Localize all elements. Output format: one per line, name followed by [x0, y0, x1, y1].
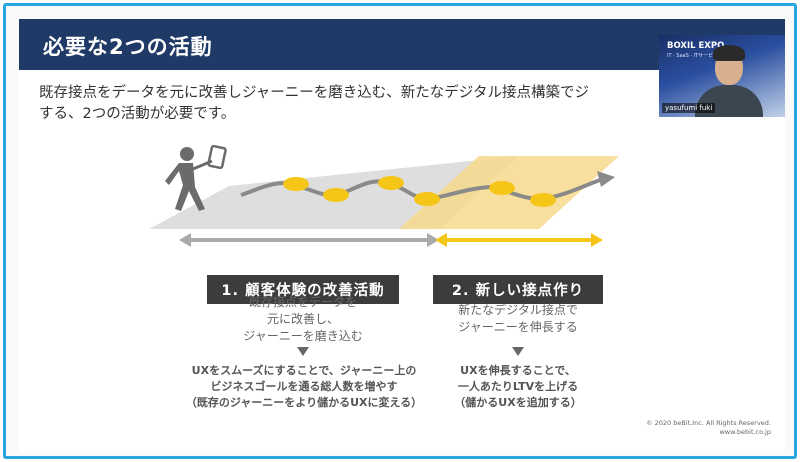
copyright-text: © 2020 beBit,Inc. All Rights Reserved. — [646, 419, 771, 427]
activity-2-desc-line: ジャーニーを伸長する — [458, 320, 578, 334]
activity-1-desc-line: 元に改善し、 — [266, 312, 339, 326]
presenter-name: yasufumi fuki — [662, 103, 716, 113]
activity-1-result-line: ビジネスゴールを通る総人数を増やす — [210, 380, 398, 393]
down-triangle-icon — [512, 347, 524, 356]
span-arrow-new — [435, 233, 603, 247]
activity-2-result-line: UXを伸長することで、 — [460, 364, 576, 377]
activity-1-result-line: UXをスムーズにすることで、ジャーニー上の — [191, 364, 417, 377]
slide-title: 必要な2つの活動 — [43, 35, 213, 59]
intro-line-2: する、2つの活動が必要です。 — [39, 106, 236, 122]
activity-1-desc-line: 既存接点をデータを — [248, 295, 357, 309]
activity-1-description: 既存接点をデータを 元に改善し、 ジャーニーを磨き込む — [207, 294, 399, 345]
activity-1-desc-line: ジャーニーを磨き込む — [243, 329, 363, 343]
slide-intro: 既存接点をデータを元に改善しジャーニーを磨き込む、新たなデジタル接点構築でジ す… — [39, 83, 659, 125]
company-url: www.bebit.co.jp — [719, 428, 771, 436]
activity-2-result-line: 一人あたりLTVを上げる — [457, 380, 579, 393]
activity-1-result-line: （既存のジャーニーをより儲かるUXに変える） — [185, 396, 423, 409]
intro-line-1: 既存接点をデータを元に改善しジャーニーを磨き込む、新たなデジタル接点構築でジ — [39, 85, 589, 101]
presenter-video: BOXIL EXPO IT · SaaS · ITサービス yasufumi f… — [659, 35, 785, 117]
presentation-slide: 必要な2つの活動 既存接点をデータを元に改善しジャーニーを磨き込む、新たなデジタ… — [19, 19, 785, 451]
journey-diagram — [149, 144, 619, 247]
presenter-hair — [713, 45, 745, 61]
touchpoint-5 — [489, 181, 515, 195]
activity-2-desc-line: 新たなデジタル接点で — [458, 303, 578, 317]
touchpoint-3 — [378, 176, 404, 190]
slide-footer: © 2020 beBit,Inc. All Rights Reserved. w… — [646, 419, 771, 437]
journey-arrow-head — [597, 171, 615, 187]
activity-1-label: 1. 顧客体験の改善活動 — [207, 275, 399, 304]
activity-2-result-line: （儲かるUXを追加する） — [454, 396, 582, 409]
walking-person-icon — [165, 144, 227, 211]
activity-1-result: UXをスムーズにすることで、ジャーニー上の ビジネスゴールを通る総人数を増やす … — [179, 363, 429, 411]
activity-2-label: 2. 新しい接点作り — [433, 275, 603, 304]
touchpoint-1 — [283, 177, 309, 191]
activity-2-description: 新たなデジタル接点で ジャーニーを伸長する — [433, 302, 603, 336]
video-sub: IT · SaaS · ITサービス — [667, 53, 719, 59]
slide-title-bar: 必要な2つの活動 — [19, 19, 785, 70]
video-logo: BOXIL EXPO — [667, 41, 725, 51]
span-arrow-improvement — [179, 233, 439, 247]
touchpoint-6 — [530, 193, 556, 207]
touchpoint-4 — [414, 192, 440, 206]
activity-2-result: UXを伸長することで、 一人あたりLTVを上げる （儲かるUXを追加する） — [433, 363, 603, 411]
touchpoint-2 — [323, 188, 349, 202]
down-triangle-icon — [297, 347, 309, 356]
